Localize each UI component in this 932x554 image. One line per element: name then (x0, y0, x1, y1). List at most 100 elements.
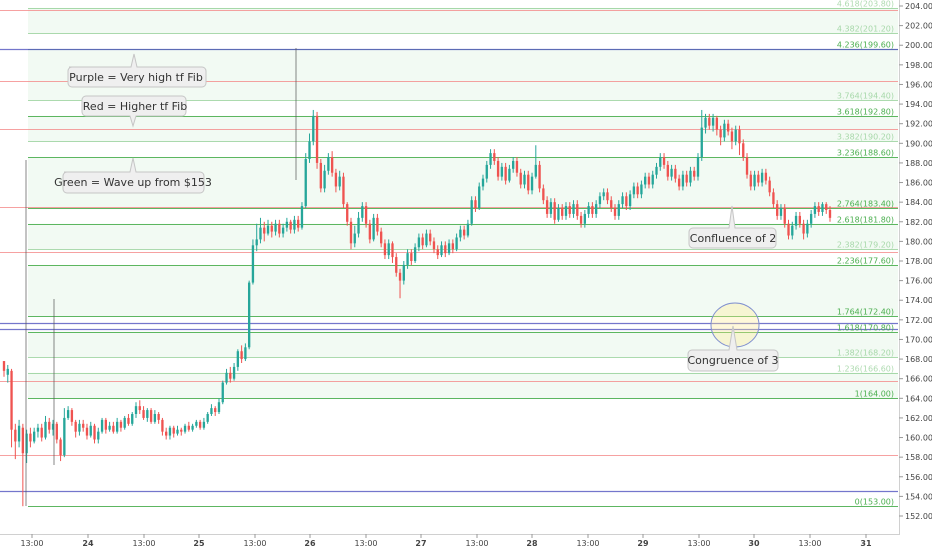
candle-body-31 (119, 421, 123, 428)
candle-body-107 (406, 253, 409, 265)
fib-level-labels: 0(153.00) 1(164.00) 1.236(166.60) 1.382(168… (837, 0, 894, 507)
candle-body-102 (387, 243, 390, 256)
candle-body-181 (685, 174, 688, 183)
candle-body-155 (587, 206, 590, 214)
candle-body-167 (632, 186, 636, 195)
x-tick-label-7: 27 (415, 539, 426, 548)
candle-body-72 (274, 223, 277, 232)
candle-body-56 (214, 408, 217, 413)
candle-body-210 (794, 215, 798, 226)
fib-label-13: 3.764(194.40) (837, 92, 894, 101)
candle-body-135 (512, 160, 515, 169)
x-axis[interactable]: 13:00 24 13:00 25 13:00 26 13:00 27 13:00 28 13:00… (20, 534, 872, 548)
candle-body-85 (323, 170, 326, 189)
candle-body-141 (534, 164, 537, 177)
candle-body-60 (229, 372, 232, 379)
candle-body-126 (478, 186, 481, 209)
candle-body-175 (662, 157, 666, 165)
y-tick-label-21: 194.00 (905, 100, 932, 109)
candle-body-55 (210, 408, 213, 414)
candle-body-106 (402, 264, 405, 281)
candle-body-161 (610, 200, 613, 209)
candle-body-116 (440, 245, 443, 256)
candle-body-195 (738, 129, 741, 144)
candle-body-13 (51, 423, 55, 430)
candle-body-142 (538, 164, 541, 189)
candle-body-171 (647, 176, 651, 185)
x-tick-label-10: 13:00 (576, 539, 599, 548)
candle-body-15 (59, 439, 62, 456)
candle-body-212 (802, 223, 805, 234)
fib-label-4: 1.618(170.80) (837, 324, 894, 333)
y-tick-label-14: 180.00 (905, 237, 932, 246)
candle-body-194 (734, 129, 737, 142)
callout-congruence-bubble (687, 325, 779, 372)
y-tick-label-22: 196.00 (905, 80, 932, 89)
candle-body-191 (723, 123, 726, 138)
y-tick-label-1: 154.00 (905, 492, 932, 501)
price-candles (2, 48, 832, 507)
candle-body-151 (572, 204, 575, 214)
callout-purple[interactable]: Purple = Very high tf Fib (67, 53, 207, 88)
candle-body-65 (247, 282, 251, 348)
fib-label-11: 3.382(190.20) (837, 133, 894, 142)
callout-green[interactable]: Green = Wave up from $153 (54, 157, 212, 194)
candle-body-189 (715, 117, 719, 130)
candle-body-125 (474, 200, 477, 209)
y-tick-label-3: 158.00 (905, 453, 932, 462)
candle-body-216 (817, 206, 820, 212)
y-tick-label-16: 184.00 (905, 198, 932, 207)
candle-body-202 (764, 172, 768, 181)
candle-body-110 (417, 237, 421, 248)
candle-body-78 (297, 219, 300, 228)
candle-body-81 (308, 141, 311, 159)
x-tick-label-2: 13:00 (132, 539, 155, 548)
callout-purple-text: Purple = Very high tf Fib (69, 71, 203, 84)
callout-confluence[interactable]: Confluence of 2 (688, 205, 777, 249)
candle-body-50 (191, 425, 194, 430)
callout-red[interactable]: Red = Higher tf Fib (81, 95, 187, 128)
candle-body-43 (165, 431, 168, 436)
candle-body-93 (353, 233, 356, 244)
candle-body-134 (508, 168, 511, 181)
candle-body-178 (674, 168, 677, 179)
fib-zone-5 (28, 264, 898, 316)
candle-body-146 (553, 202, 556, 220)
x-tick-label-13: 30 (748, 539, 760, 548)
y-tick-label-15: 182.00 (905, 218, 932, 227)
candle-body-145 (549, 202, 553, 214)
callout-green-text: Green = Wave up from $153 (54, 176, 212, 189)
candle-body-54 (206, 414, 209, 422)
candle-body-129 (489, 153, 492, 165)
fib-label-15: 4.382(201.20) (837, 25, 894, 34)
candle-body-6 (25, 433, 28, 454)
candle-body-19 (74, 421, 77, 432)
candle-body-10 (40, 427, 43, 438)
candle-body-209 (791, 225, 794, 236)
candle-body-9 (36, 427, 40, 432)
fib-label-16: 4.618(203.80) (837, 0, 894, 9)
y-axis[interactable]: 152.00 154.00 156.00 158.00 160.00 162.00 164.… (899, 2, 932, 521)
callout-congruence[interactable]: Congruence of 3 (687, 325, 779, 372)
fib-zone-11 (28, 115, 898, 142)
candle-body-101 (383, 243, 387, 256)
candle-body-67 (255, 239, 258, 246)
x-tick-label-5: 26 (304, 539, 316, 548)
y-tick-label-26: 204.00 (905, 2, 932, 11)
candle-body-45 (172, 427, 175, 434)
x-tick-label-4: 13:00 (243, 539, 266, 548)
candle-body-113 (429, 233, 432, 242)
candle-body-62 (236, 351, 240, 367)
candle-body-35 (134, 406, 138, 414)
candle-body-63 (240, 351, 243, 360)
candle-body-5 (21, 427, 25, 454)
candle-body-29 (112, 425, 115, 432)
candle-body-204 (772, 192, 775, 205)
candle-body-185 (700, 127, 703, 158)
y-tick-label-20: 192.00 (905, 120, 932, 129)
y-tick-label-25: 202.00 (905, 22, 932, 31)
candle-body-21 (82, 423, 85, 428)
candle-body-199 (753, 174, 756, 187)
fib-label-0: 0(153.00) (855, 498, 894, 507)
